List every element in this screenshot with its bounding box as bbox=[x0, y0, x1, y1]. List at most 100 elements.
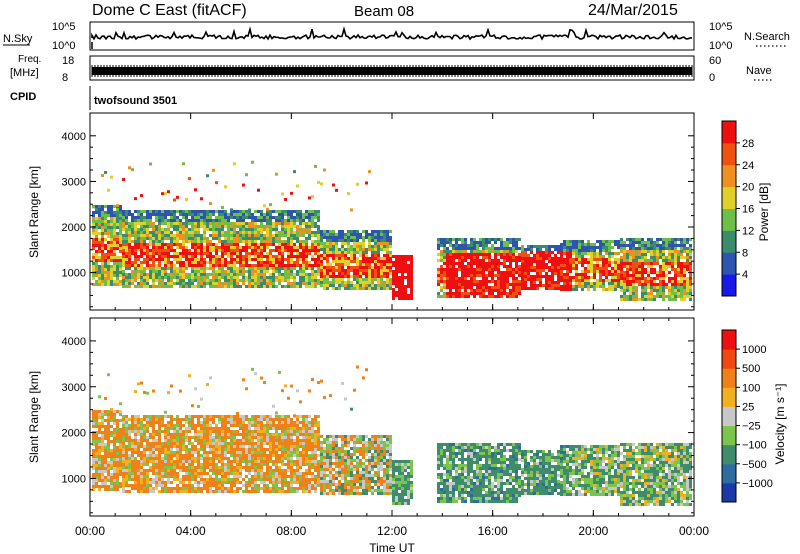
echo-cell bbox=[119, 413, 122, 416]
echo-cell bbox=[614, 276, 617, 279]
echo-cell bbox=[446, 262, 449, 265]
echo-cell bbox=[377, 284, 380, 287]
echo-cell bbox=[581, 285, 584, 288]
echo-cell bbox=[506, 265, 509, 268]
echo-cell bbox=[227, 279, 230, 282]
echo-cell bbox=[260, 219, 263, 222]
echo-cell bbox=[158, 222, 161, 225]
echo-cell bbox=[677, 289, 680, 292]
echo-cell bbox=[212, 457, 215, 460]
echo-cell bbox=[140, 445, 143, 448]
echo-cell bbox=[170, 282, 173, 285]
echo-cell bbox=[185, 436, 188, 439]
echo-cell bbox=[515, 241, 518, 244]
echo-cell bbox=[452, 292, 455, 295]
echo-cell bbox=[146, 436, 149, 439]
echo-cell bbox=[197, 448, 200, 451]
echo-cell bbox=[281, 240, 284, 243]
echo-cell bbox=[185, 430, 188, 433]
echo-cell bbox=[347, 275, 350, 278]
echo-cell bbox=[206, 255, 209, 258]
echo-cell bbox=[539, 269, 542, 272]
echo-cell bbox=[359, 281, 362, 284]
echo-cell bbox=[176, 273, 179, 276]
echo-cell bbox=[275, 276, 278, 279]
echo-cell bbox=[257, 225, 260, 228]
echo-cell bbox=[545, 251, 548, 254]
echo-cell bbox=[263, 261, 266, 264]
echo-cell bbox=[311, 219, 314, 222]
echo-cell bbox=[131, 478, 134, 481]
echo-cell bbox=[683, 265, 686, 268]
echo-cell bbox=[113, 458, 116, 461]
echo-cell bbox=[155, 421, 158, 424]
echo-cell bbox=[263, 216, 266, 219]
echo-cell bbox=[221, 216, 224, 219]
echo-cell bbox=[209, 376, 212, 380]
echo-cell bbox=[317, 249, 320, 252]
echo-cell bbox=[632, 247, 635, 250]
echo-cell bbox=[170, 216, 173, 219]
echo-cell bbox=[104, 410, 107, 413]
echo-cell bbox=[287, 213, 290, 216]
echo-cell bbox=[197, 231, 200, 234]
echo-cell bbox=[296, 228, 299, 231]
colorbar-tick-label: 8 bbox=[742, 247, 748, 259]
echo-cell bbox=[644, 292, 647, 295]
echo-cell bbox=[278, 240, 281, 243]
echo-cell bbox=[182, 240, 185, 243]
echo-cell bbox=[518, 256, 521, 259]
echo-cell bbox=[641, 265, 644, 268]
echo-cell bbox=[125, 282, 128, 285]
echo-cell bbox=[149, 469, 152, 472]
echo-cell bbox=[137, 249, 140, 252]
echo-cell bbox=[569, 267, 572, 270]
echo-cell bbox=[92, 479, 95, 482]
echo-cell bbox=[155, 433, 158, 436]
echo-cell bbox=[467, 295, 470, 298]
echo-cell bbox=[344, 236, 347, 239]
echo-cell bbox=[224, 213, 227, 216]
echo-cell bbox=[665, 268, 668, 271]
echo-cell bbox=[155, 445, 158, 448]
echo-cell bbox=[182, 225, 185, 228]
echo-cell bbox=[605, 276, 608, 279]
echo-cell bbox=[137, 430, 140, 433]
echo-cell bbox=[374, 275, 377, 278]
echo-cell bbox=[536, 266, 539, 269]
echo-cell bbox=[566, 282, 569, 285]
echo-cell bbox=[353, 248, 356, 251]
echo-cell bbox=[299, 231, 302, 234]
echo-cell bbox=[170, 421, 173, 424]
echo-cell bbox=[548, 251, 551, 254]
echo-cell bbox=[617, 273, 620, 276]
echo-cell bbox=[203, 466, 206, 469]
echo-cell bbox=[218, 237, 221, 240]
echo-cell bbox=[128, 213, 131, 216]
echo-cell bbox=[347, 192, 350, 196]
echo-cell bbox=[158, 255, 161, 258]
echo-cell bbox=[170, 460, 173, 463]
echo-cell bbox=[347, 245, 350, 248]
echo-cell bbox=[146, 249, 149, 252]
echo-cell bbox=[278, 258, 281, 261]
echo-cell bbox=[467, 283, 470, 286]
echo-cell bbox=[197, 469, 200, 472]
echo-cell bbox=[290, 243, 293, 246]
echo-cell bbox=[203, 430, 206, 433]
echo-cell bbox=[179, 267, 182, 270]
echo-cell bbox=[551, 284, 554, 287]
echo-cell bbox=[605, 258, 608, 261]
echo-cell bbox=[230, 261, 233, 264]
echo-cell bbox=[131, 264, 134, 267]
echo-cell bbox=[140, 270, 143, 273]
echo-cell bbox=[176, 424, 179, 427]
echo-cell bbox=[365, 266, 368, 269]
echo-cell bbox=[308, 196, 311, 200]
echo-cell bbox=[179, 258, 182, 261]
echo-cell bbox=[140, 466, 143, 469]
echo-cell bbox=[296, 255, 299, 258]
echo-cell bbox=[551, 251, 554, 254]
echo-cell bbox=[542, 269, 545, 272]
echo-cell bbox=[236, 261, 239, 264]
